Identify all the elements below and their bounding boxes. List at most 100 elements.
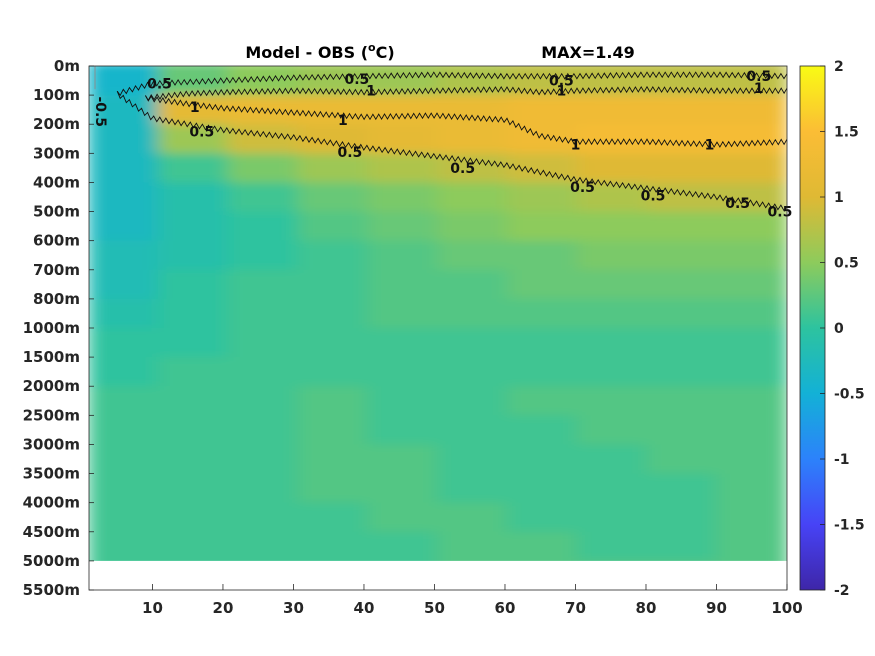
heatmap-cell: [367, 386, 439, 417]
heatmap-cell: [716, 328, 787, 359]
heatmap-cell: [89, 473, 160, 504]
heatmap-cell: [227, 386, 300, 417]
heatmap-cell: [367, 444, 439, 475]
contour-label: 0.5: [641, 189, 666, 205]
heatmap-cell: [506, 240, 579, 271]
x-tick-label: 70: [565, 599, 586, 617]
heatmap-cell: [227, 328, 300, 359]
heatmap-cell: [297, 444, 370, 475]
y-tick-label: 700m: [33, 261, 80, 279]
heatmap-cell: [646, 153, 719, 184]
heatmap-cell: [437, 386, 509, 417]
heatmap-cell: [646, 444, 719, 475]
contour-label: 1: [571, 138, 581, 154]
heatmap-cell: [506, 444, 579, 475]
x-tick-label: 30: [283, 599, 304, 617]
heatmap-cell: [89, 444, 160, 475]
heatmap-cell: [89, 269, 160, 300]
heatmap-cell: [646, 298, 719, 329]
contour-label: 0.5: [768, 205, 793, 221]
heatmap-cell: [367, 153, 439, 184]
heatmap-cell: [367, 182, 439, 213]
heatmap-cell: [89, 531, 160, 561]
heatmap-cell: [367, 531, 439, 561]
heatmap-cell: [227, 444, 300, 475]
heatmap-cell: [646, 531, 719, 561]
heatmap-cell: [227, 473, 300, 504]
contour-label: 1: [705, 138, 715, 154]
heatmap-cell: [89, 386, 160, 417]
y-tick-label: 0m: [54, 57, 80, 75]
heatmap-cell: [437, 211, 509, 242]
heatmap-cell: [576, 153, 649, 184]
heatmap-cell: [297, 211, 370, 242]
heatmap-cell: [716, 386, 787, 417]
y-tick-label: 600m: [33, 232, 80, 250]
heatmap-cell: [227, 357, 300, 388]
heatmap-cell: [89, 357, 160, 388]
y-tick-label: 1500m: [23, 348, 80, 366]
y-tick-label: 5500m: [23, 581, 80, 599]
contour-label: -0.5: [92, 96, 108, 127]
heatmap-cell: [89, 124, 160, 155]
heatmap-cell: [576, 211, 649, 242]
colorbar-tick-label: -2: [834, 583, 850, 599]
contour-label: 0.5: [450, 161, 475, 177]
contour-label: 1: [338, 113, 348, 129]
heatmap-cell: [506, 473, 579, 504]
colorbar-tick-label: 0: [834, 321, 844, 337]
y-tick-label: 2500m: [23, 406, 80, 424]
heatmap-cell: [716, 153, 787, 184]
y-axis: 0m 100m 200m 300m 400m 500m 600m 700m 800m 1000m 1…: [23, 57, 94, 599]
heatmap-cell: [716, 269, 787, 300]
y-tick-label: 100m: [33, 86, 80, 104]
heatmap-cell: [157, 269, 230, 300]
y-tick-label: 5000m: [23, 552, 80, 570]
contour-label: 1: [366, 84, 376, 100]
heatmap-cell: [576, 444, 649, 475]
heatmap-cell: [437, 124, 509, 155]
heatmap-cell: [576, 473, 649, 504]
colorbar-tick-label: 2: [834, 59, 844, 75]
heatmap-cell: [576, 95, 649, 126]
contour-label: 1: [754, 81, 764, 97]
heatmap-cell: [297, 473, 370, 504]
heatmap-cell: [227, 531, 300, 561]
heatmap-cell: [367, 502, 439, 533]
heatmap-cell: [506, 328, 579, 359]
x-tick-label: 60: [495, 599, 516, 617]
heatmap-cell: [646, 386, 719, 417]
contour-label: 0.5: [147, 76, 172, 92]
x-tick-label: 10: [142, 599, 163, 617]
x-tick-label: 40: [354, 599, 375, 617]
heatmap-cell: [437, 269, 509, 300]
heatmap-cell: [437, 531, 509, 561]
heatmap-cell: [576, 502, 649, 533]
heatmap-cell: [157, 240, 230, 271]
heatmap-cell: [297, 502, 370, 533]
heatmap-cell: [297, 357, 370, 388]
heatmap-cell: [297, 124, 370, 155]
heatmap-cell: [227, 269, 300, 300]
no-data-band: [89, 560, 787, 561]
heatmap-cell: [506, 386, 579, 417]
x-axis: 10 20 30 40 50 60 70 80 90 100: [142, 584, 803, 617]
y-tick-label: 4500m: [23, 523, 80, 541]
y-tick-label: 300m: [33, 144, 80, 162]
heatmap-cell: [297, 531, 370, 561]
contour-label: 0.5: [725, 196, 750, 212]
heatmap-cell: [297, 298, 370, 329]
heatmap-field: [89, 66, 787, 561]
colorbar-tick-label: 0.5: [834, 256, 859, 272]
x-tick-label: 100: [771, 599, 802, 617]
heatmap-cell: [646, 328, 719, 359]
heatmap-cell: [716, 182, 787, 213]
heatmap-cell: [89, 298, 160, 329]
heatmap-cell: [646, 473, 719, 504]
contour-label: 0.5: [570, 180, 595, 196]
heatmap-cell: [157, 66, 230, 96]
x-tick-label: 50: [424, 599, 445, 617]
colorbar-tick-label: -0.5: [834, 387, 865, 403]
heatmap-cell: [506, 269, 579, 300]
heatmap-cell: [157, 182, 230, 213]
